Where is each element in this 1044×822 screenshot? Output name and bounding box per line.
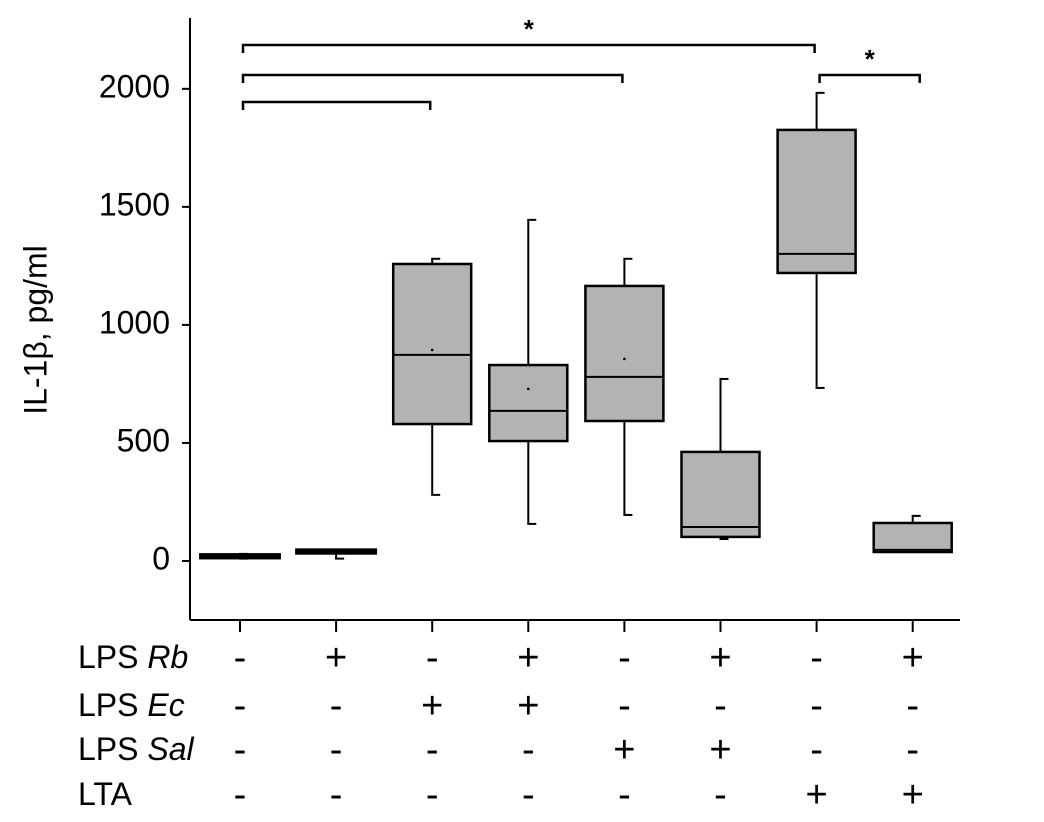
factor-level: -: [906, 685, 919, 727]
factor-level: -: [810, 685, 823, 727]
factor-level: +: [902, 637, 924, 679]
significance-bracket: [241, 100, 432, 110]
factor-italic: Rb: [147, 639, 188, 675]
box: [680, 450, 761, 539]
y-tick-label: 500: [117, 422, 170, 458]
factor-label: LTA: [78, 776, 133, 812]
factor-level: -: [234, 774, 247, 816]
factor-level: +: [325, 637, 347, 679]
factor-level: -: [426, 729, 439, 771]
box: [391, 262, 473, 426]
factor-level: -: [330, 729, 343, 771]
factor-level: +: [805, 774, 827, 816]
factor-level: -: [714, 685, 727, 727]
factor-label: LPS Ec: [78, 687, 185, 723]
mean: [623, 357, 626, 361]
factor-level: -: [906, 729, 919, 771]
factor-level: -: [618, 685, 631, 727]
factor-level: -: [810, 729, 823, 771]
mean: [527, 387, 530, 391]
factor-level: -: [234, 729, 247, 771]
factor-italic: Sal: [147, 731, 194, 767]
y-tick-label: 2000: [99, 68, 170, 104]
box: [584, 284, 665, 423]
factor-italic: Ec: [147, 687, 184, 723]
factor-level: -: [234, 637, 247, 679]
factor-level: -: [522, 729, 535, 771]
factor-level: +: [517, 685, 539, 727]
factor-prefix: LPS: [78, 731, 138, 767]
factor-level: -: [426, 774, 439, 816]
box: [488, 363, 569, 443]
factor-prefix: LPS: [78, 687, 138, 723]
factor-level: -: [810, 637, 823, 679]
factor-level: +: [517, 637, 539, 679]
factor-level: -: [330, 685, 343, 727]
y-tick-label: 1000: [99, 304, 170, 340]
box: [872, 521, 953, 554]
significance-bracket: [241, 43, 816, 53]
factor-level: +: [902, 774, 924, 816]
significance-bracket: [818, 73, 921, 83]
factor-level: +: [709, 729, 731, 771]
factor-prefix: LTA: [78, 776, 133, 812]
factor-level: -: [522, 774, 535, 816]
factor-prefix: LPS: [78, 639, 138, 675]
y-axis-label: IL-1β, pg/ml: [17, 245, 53, 415]
factor-label: LPS Rb: [78, 639, 188, 675]
y-tick-label: 0: [152, 540, 170, 576]
factor-level: -: [714, 774, 727, 816]
factor-level: +: [613, 729, 635, 771]
significance-label: *: [865, 44, 876, 74]
factor-level: -: [330, 774, 343, 816]
box: [776, 128, 857, 275]
factor-level: -: [618, 637, 631, 679]
mean: [430, 348, 434, 352]
significance-label: *: [524, 14, 535, 44]
factor-level: +: [709, 637, 731, 679]
y-tick-label: 1500: [99, 186, 170, 222]
factor-level: +: [421, 685, 443, 727]
significance-bracket: [241, 73, 624, 83]
factor-label: LPS Sal: [78, 731, 195, 767]
factor-level: -: [618, 774, 631, 816]
factor-level: -: [234, 685, 247, 727]
factor-level: -: [426, 637, 439, 679]
